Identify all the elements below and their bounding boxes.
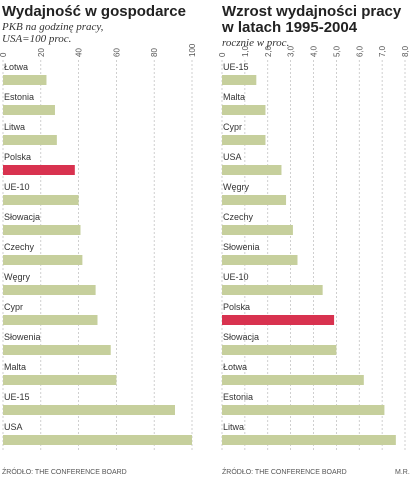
subtitle: rocznie w proc. xyxy=(222,37,289,49)
bar xyxy=(222,435,396,445)
category-label: Słowacja xyxy=(4,212,40,222)
bar xyxy=(222,165,282,175)
bar xyxy=(222,105,266,115)
bar xyxy=(222,255,298,265)
category-label: Czechy xyxy=(4,242,35,252)
category-label: Malta xyxy=(223,92,245,102)
category-label: USA xyxy=(4,422,23,432)
x-tick-label: 2,0 xyxy=(264,45,273,57)
subtitle: PKB na godzinę pracy, xyxy=(1,21,104,33)
bar xyxy=(222,405,385,415)
category-label: USA xyxy=(223,152,242,162)
category-label: Estonia xyxy=(223,392,253,402)
bar xyxy=(3,375,117,385)
category-label: Cypr xyxy=(223,122,242,132)
subtitle: USA=100 proc. xyxy=(2,33,71,45)
x-tick-label: 4,0 xyxy=(310,45,319,57)
x-tick-label: 40 xyxy=(75,48,84,57)
bar xyxy=(222,375,364,385)
bar xyxy=(222,285,323,295)
chart-title: Wzrost wydajności pracy w latach 1995-200… xyxy=(221,3,402,36)
category-label: Czechy xyxy=(223,212,254,222)
category-label: Słowacja xyxy=(223,332,259,342)
category-label: Słowenia xyxy=(4,332,41,342)
x-tick-label: 0 xyxy=(0,52,8,57)
category-label: Estonia xyxy=(4,92,34,102)
title-line: w latach 1995-2004 xyxy=(221,19,358,36)
bar xyxy=(3,195,79,205)
category-label: Cypr xyxy=(4,302,23,312)
category-label: UE-10 xyxy=(223,272,249,282)
bar xyxy=(3,105,55,115)
bar xyxy=(222,195,287,205)
category-label: Litwa xyxy=(223,422,244,432)
bar xyxy=(3,165,75,175)
bar xyxy=(3,285,96,295)
bar xyxy=(3,345,111,355)
x-tick-label: 8,0 xyxy=(401,45,410,57)
source: ŹRÓDŁO: THE CONFERENCE BOARD xyxy=(222,467,347,476)
bar xyxy=(3,405,175,415)
category-label: Węgry xyxy=(4,272,31,282)
x-tick-label: 1,0 xyxy=(241,45,250,57)
category-label: Słowenia xyxy=(223,242,260,252)
category-label: UE-15 xyxy=(4,392,30,402)
bar xyxy=(222,75,257,85)
category-label: Polska xyxy=(223,302,250,312)
bar xyxy=(222,315,335,325)
category-label: Litwa xyxy=(4,122,25,132)
category-label: UE-15 xyxy=(223,62,249,72)
bar xyxy=(222,345,337,355)
x-tick-label: 100 xyxy=(188,43,197,57)
bar xyxy=(3,435,192,445)
bar xyxy=(3,315,98,325)
bar xyxy=(3,255,83,265)
category-label: Łotwa xyxy=(4,62,28,72)
chart-title: Wydajność w gospodarce xyxy=(2,3,186,20)
x-tick-label: 3,0 xyxy=(287,45,296,57)
x-tick-label: 20 xyxy=(37,48,46,57)
bar xyxy=(3,225,81,235)
bar xyxy=(222,225,293,235)
title-line: Wzrost wydajności pracy xyxy=(222,3,402,20)
bar xyxy=(3,135,57,145)
x-tick-label: 60 xyxy=(112,48,121,57)
title-line: Wydajność w gospodarce xyxy=(2,3,186,20)
category-label: Polska xyxy=(4,152,31,162)
source: ŹRÓDŁO: THE CONFERENCE BOARD xyxy=(2,467,127,476)
category-label: Węgry xyxy=(223,182,250,192)
x-tick-label: 80 xyxy=(150,48,159,57)
bar xyxy=(3,75,47,85)
category-label: Łotwa xyxy=(223,362,247,372)
x-tick-label: 7,0 xyxy=(378,45,387,57)
category-label: UE-10 xyxy=(4,182,30,192)
x-tick-label: 5,0 xyxy=(332,45,341,57)
credit: M.R. xyxy=(395,469,410,476)
x-tick-label: 6,0 xyxy=(355,45,364,57)
category-label: Malta xyxy=(4,362,26,372)
x-tick-label: 0 xyxy=(218,52,227,57)
bar xyxy=(222,135,266,145)
